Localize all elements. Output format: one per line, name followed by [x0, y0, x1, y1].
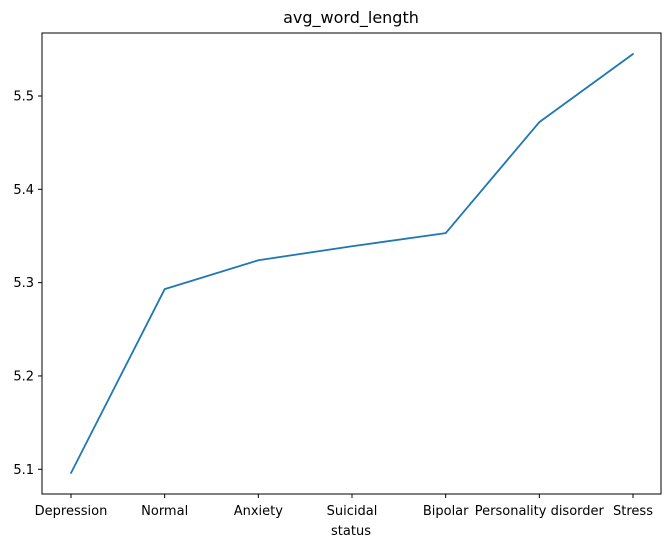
- y-tick-label: 5.1: [13, 463, 34, 478]
- x-axis-title: status: [331, 524, 371, 539]
- chart-title: avg_word_length: [283, 8, 419, 28]
- x-tick-label: Personality disorder: [475, 504, 605, 519]
- y-tick-label: 5.4: [13, 183, 34, 198]
- x-tick-label: Normal: [141, 504, 188, 519]
- y-axis-ticks: 5.1 5.2 5.3 5.4 5.5: [13, 89, 42, 478]
- y-tick-label: 5.5: [13, 89, 34, 104]
- x-tick-label: Suicidal: [327, 504, 378, 519]
- x-tick-label: Depression: [35, 504, 108, 519]
- x-axis-ticks: Depression Normal Anxiety Suicidal Bipolar Pe…: [35, 494, 653, 519]
- x-tick-label: Stress: [613, 504, 653, 519]
- series-line-0: [70, 53, 634, 474]
- x-tick-label: Bipolar: [423, 504, 469, 519]
- y-tick-label: 5.3: [13, 276, 34, 291]
- chart-marks: [70, 53, 634, 474]
- y-tick-label: 5.2: [13, 369, 34, 384]
- x-tick-label: Anxiety: [234, 504, 284, 519]
